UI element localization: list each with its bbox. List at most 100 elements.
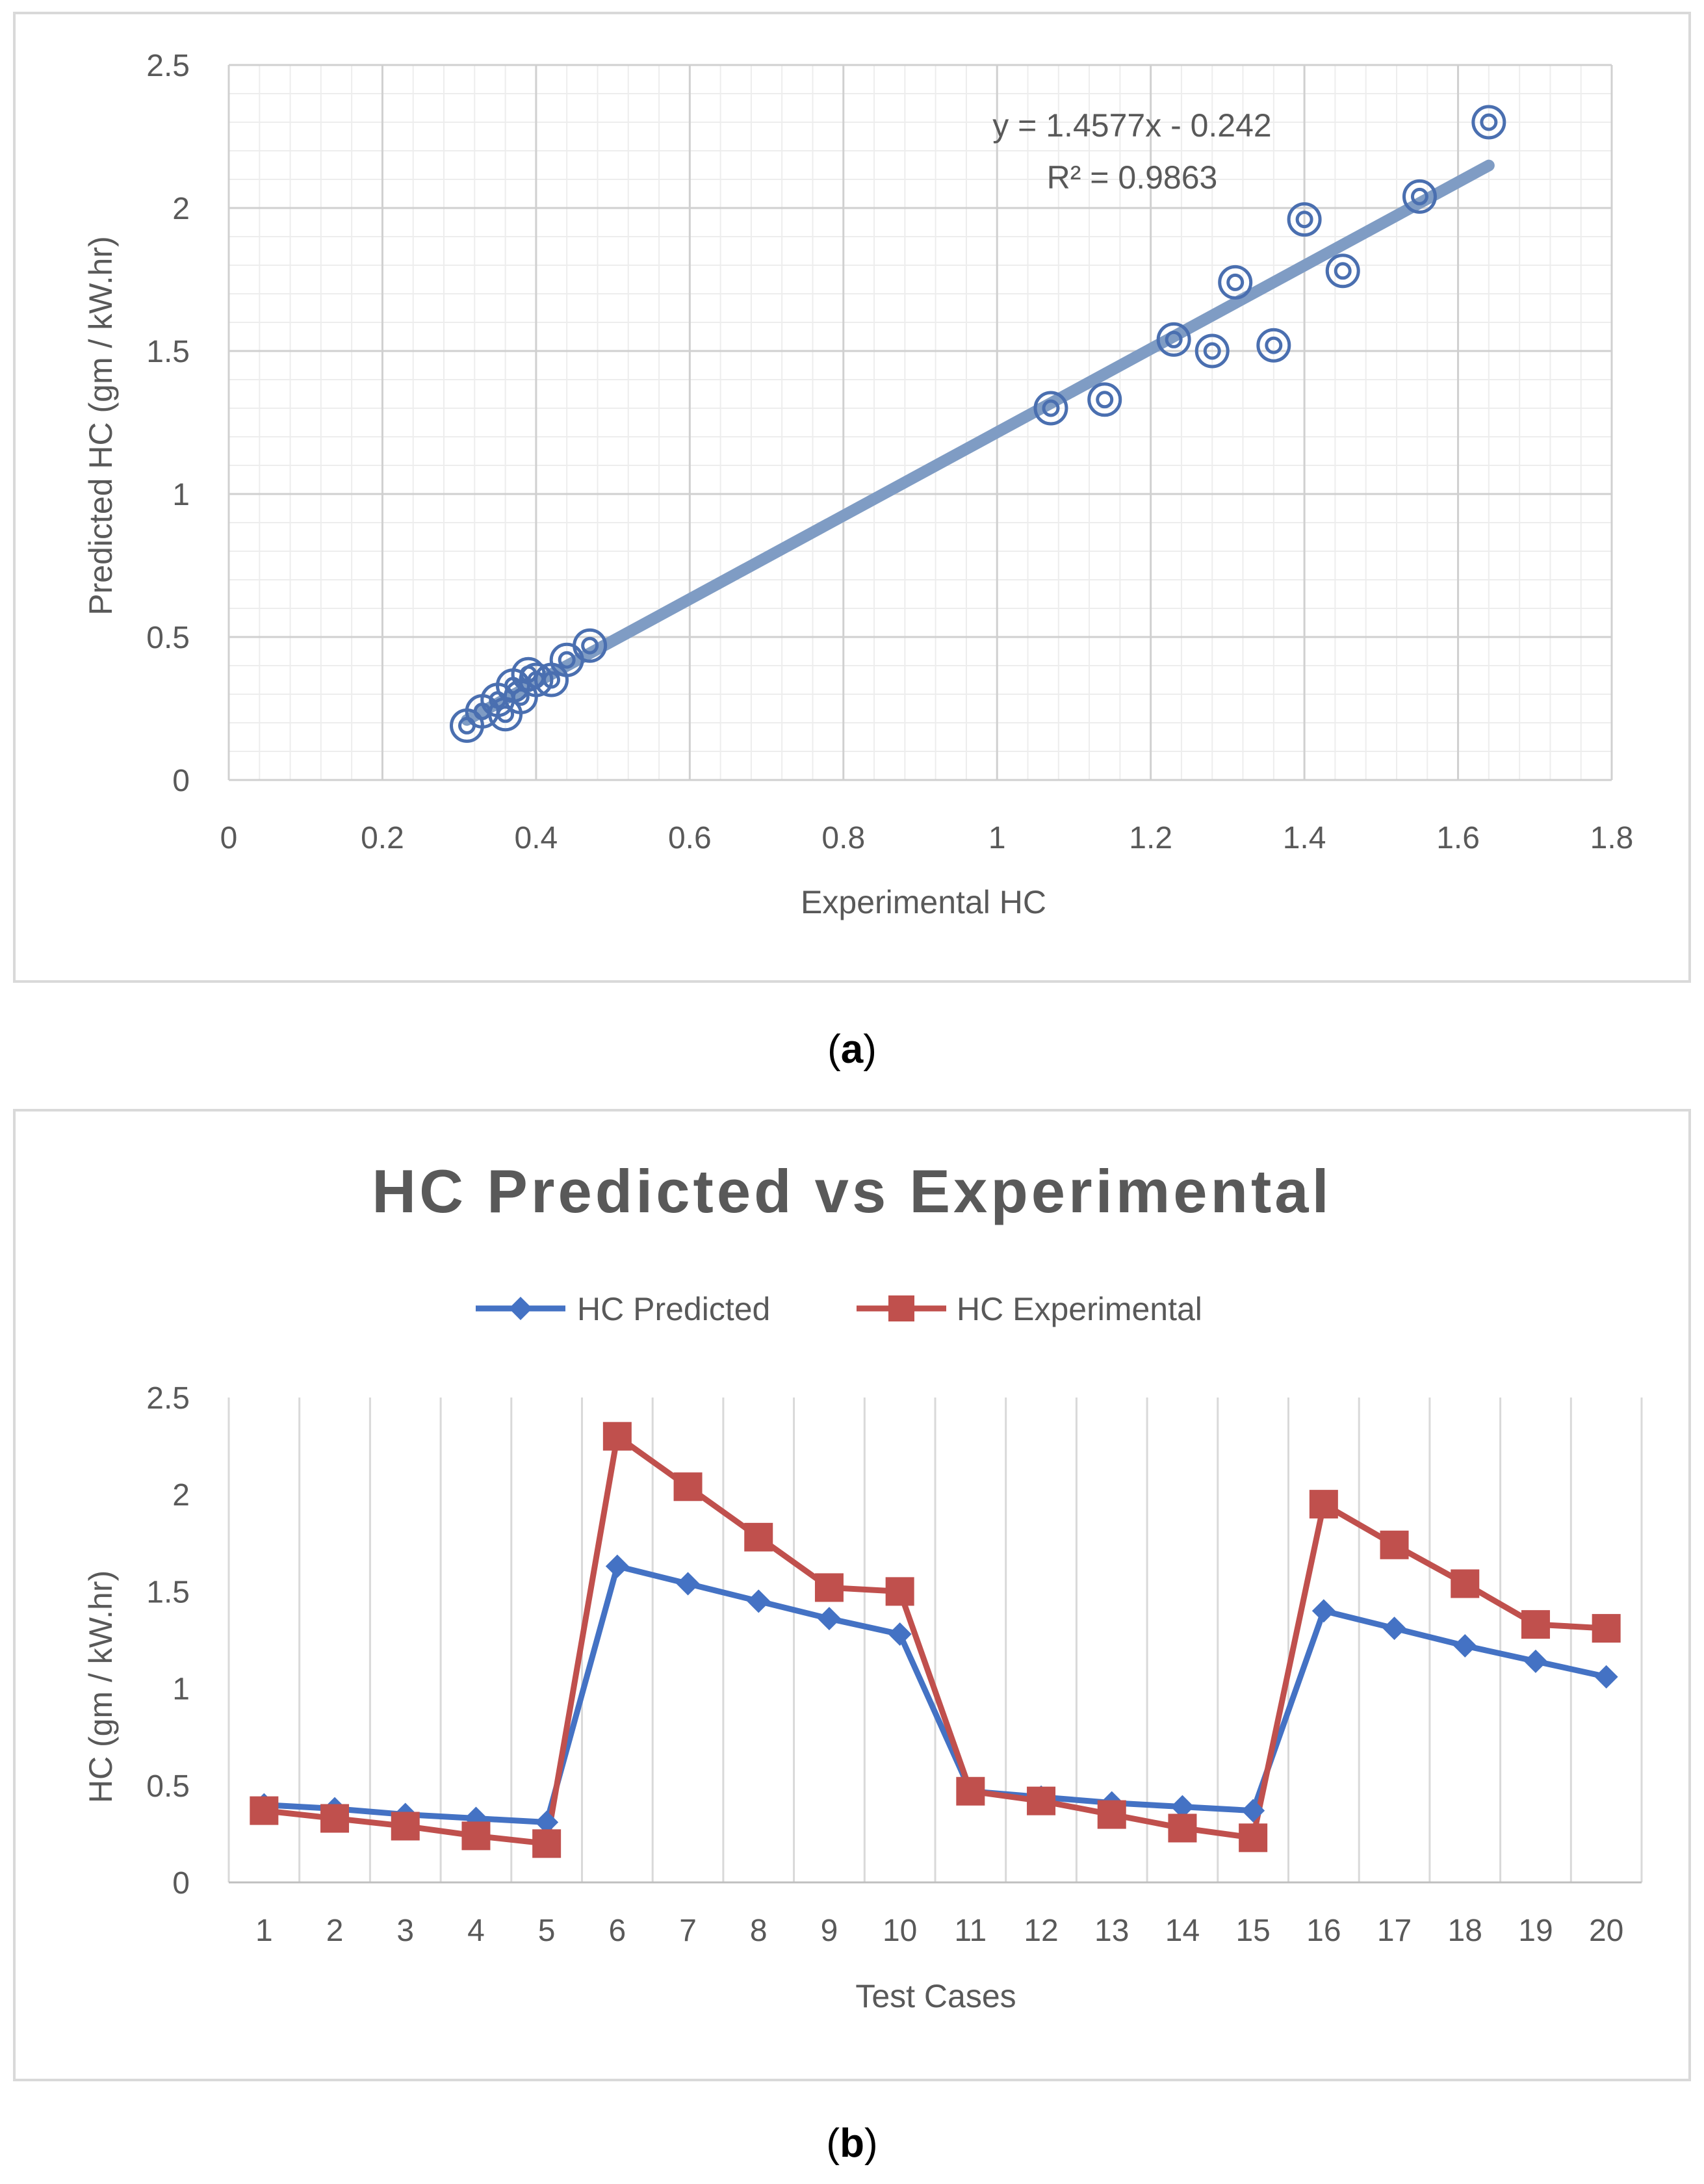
- marker-experimental: [391, 1812, 420, 1841]
- marker-experimental: [885, 1577, 914, 1606]
- marker-experimental: [1097, 1800, 1126, 1829]
- scatter-point: [1033, 391, 1068, 426]
- scatter-point: [1402, 179, 1437, 214]
- marker-experimental: [1592, 1614, 1621, 1643]
- x-tick-label: 12: [1024, 1914, 1058, 1948]
- scatter-points: [449, 105, 1506, 743]
- marker-experimental: [320, 1804, 350, 1833]
- x-tick-label: 0.6: [668, 821, 712, 855]
- x-tick-label: 17: [1377, 1914, 1412, 1948]
- marker-experimental: [1239, 1823, 1268, 1852]
- x-tick-label: 18: [1448, 1914, 1482, 1948]
- marker-predicted: [888, 1622, 912, 1646]
- marker-predicted: [1453, 1633, 1477, 1658]
- marker-experimental: [744, 1522, 773, 1552]
- x-tick-label: 15: [1235, 1914, 1270, 1948]
- panel-a-letter: a: [841, 1027, 864, 1072]
- marker-predicted: [1523, 1649, 1547, 1673]
- panel-a-y-axis-label: Predicted HC (gm / kW.hr): [83, 236, 119, 615]
- y-tick-label: 0: [172, 1866, 190, 1901]
- marker-experimental: [1309, 1490, 1338, 1519]
- legend-marker-predicted: [509, 1297, 532, 1320]
- panel-a-y-tick-labels: 0 0.5 1 1.5 2 2.5: [146, 49, 190, 798]
- scatter-point: [1287, 202, 1322, 237]
- y-tick-label: 0.5: [146, 1769, 190, 1804]
- x-tick-label: 5: [538, 1914, 556, 1948]
- y-tick-label: 2.5: [146, 1381, 190, 1416]
- scatter-point: [573, 628, 608, 663]
- r-squared-label: R² = 0.9863: [1047, 159, 1218, 196]
- x-tick-label: 1.4: [1283, 821, 1326, 855]
- panel-a-major-grid: [227, 64, 1613, 781]
- panel-b-y-axis-label: HC (gm / kW.hr): [83, 1570, 119, 1803]
- x-tick-label: 19: [1518, 1914, 1553, 1948]
- x-tick-label: 4: [467, 1914, 485, 1948]
- x-tick-label: 0.4: [515, 821, 558, 855]
- legend-marker-experimental: [888, 1295, 914, 1321]
- trendline-equation: y = 1.4577x - 0.242: [992, 107, 1271, 144]
- scatter-point: [1325, 254, 1360, 289]
- panel-b-title: HC Predicted vs Experimental: [372, 1157, 1332, 1225]
- marker-experimental: [250, 1796, 279, 1825]
- y-tick-label: 2: [172, 1478, 190, 1513]
- scatter-point: [1471, 105, 1506, 140]
- trendline: [461, 159, 1495, 726]
- y-tick-label: 2: [172, 192, 190, 226]
- x-tick-label: 20: [1589, 1914, 1623, 1948]
- scatter-point: [1194, 333, 1230, 369]
- scatter-point: [1256, 328, 1291, 363]
- marker-predicted: [605, 1554, 629, 1578]
- marker-experimental: [1168, 1814, 1197, 1843]
- marker-experimental: [602, 1422, 632, 1451]
- x-tick-label: 0: [220, 821, 238, 855]
- x-tick-label: 10: [883, 1914, 917, 1948]
- legend-label-experimental: HC Experimental: [957, 1291, 1202, 1327]
- y-tick-label: 2.5: [146, 49, 190, 83]
- x-tick-label: 3: [396, 1914, 414, 1948]
- scatter-point: [1087, 382, 1122, 417]
- panel-b-x-axis-label: Test Cases: [855, 1978, 1016, 2014]
- x-tick-label: 8: [750, 1914, 768, 1948]
- marker-predicted: [747, 1589, 771, 1613]
- panel-b-letter: b: [840, 2121, 864, 2166]
- panel-b-y-tick-labels: 0 0.5 1 1.5 2 2.5: [146, 1381, 190, 1901]
- marker-experimental: [532, 1829, 562, 1858]
- y-tick-label: 1: [172, 478, 190, 512]
- y-tick-label: 0: [172, 764, 190, 798]
- marker-predicted: [1594, 1665, 1618, 1689]
- scatter-point: [1218, 265, 1253, 300]
- x-tick-label: 1.8: [1590, 821, 1634, 855]
- x-tick-label: 1.2: [1129, 821, 1172, 855]
- x-tick-label: 11: [954, 1914, 987, 1948]
- marker-experimental: [1380, 1530, 1409, 1559]
- x-tick-label: 9: [821, 1914, 838, 1948]
- panel-b-x-tick-labels: 1 2 3 4 5 6 7 8 9 10 11 12 13 14 15 16 17 18 19 20: [255, 1914, 1623, 1948]
- legend-label-predicted: HC Predicted: [577, 1291, 770, 1327]
- y-tick-label: 1: [172, 1672, 190, 1707]
- panel-a-x-tick-labels: 0 0.2 0.4 0.6 0.8 1 1.2 1.4 1.6 1.8: [220, 821, 1634, 855]
- x-tick-label: 1: [255, 1914, 273, 1948]
- panel-b-series: [250, 1422, 1621, 1858]
- panel-b-caption: (b): [826, 2121, 877, 2166]
- legend: HC Predicted HC Experimental: [476, 1291, 1202, 1327]
- marker-predicted: [1170, 1795, 1194, 1819]
- x-tick-label: 0.2: [361, 821, 404, 855]
- marker-predicted: [535, 1810, 559, 1834]
- scatter-point: [1156, 322, 1191, 357]
- series-line-predicted: [264, 1563, 1607, 1825]
- marker-predicted: [1311, 1599, 1336, 1623]
- marker-experimental: [461, 1821, 491, 1851]
- panel-b-frame: [13, 1109, 1691, 2081]
- panel-a-x-axis-label: Experimental HC: [801, 884, 1046, 920]
- marker-predicted: [1382, 1617, 1406, 1641]
- y-tick-label: 0.5: [146, 621, 190, 655]
- marker-experimental: [673, 1472, 703, 1502]
- x-tick-label: 2: [326, 1914, 344, 1948]
- marker-experimental: [956, 1776, 985, 1806]
- panel-b-grid: [227, 1398, 1643, 1884]
- x-tick-label: 6: [608, 1914, 626, 1948]
- x-tick-label: 1.6: [1436, 821, 1480, 855]
- marker-experimental: [1451, 1569, 1480, 1598]
- marker-experimental: [814, 1573, 844, 1602]
